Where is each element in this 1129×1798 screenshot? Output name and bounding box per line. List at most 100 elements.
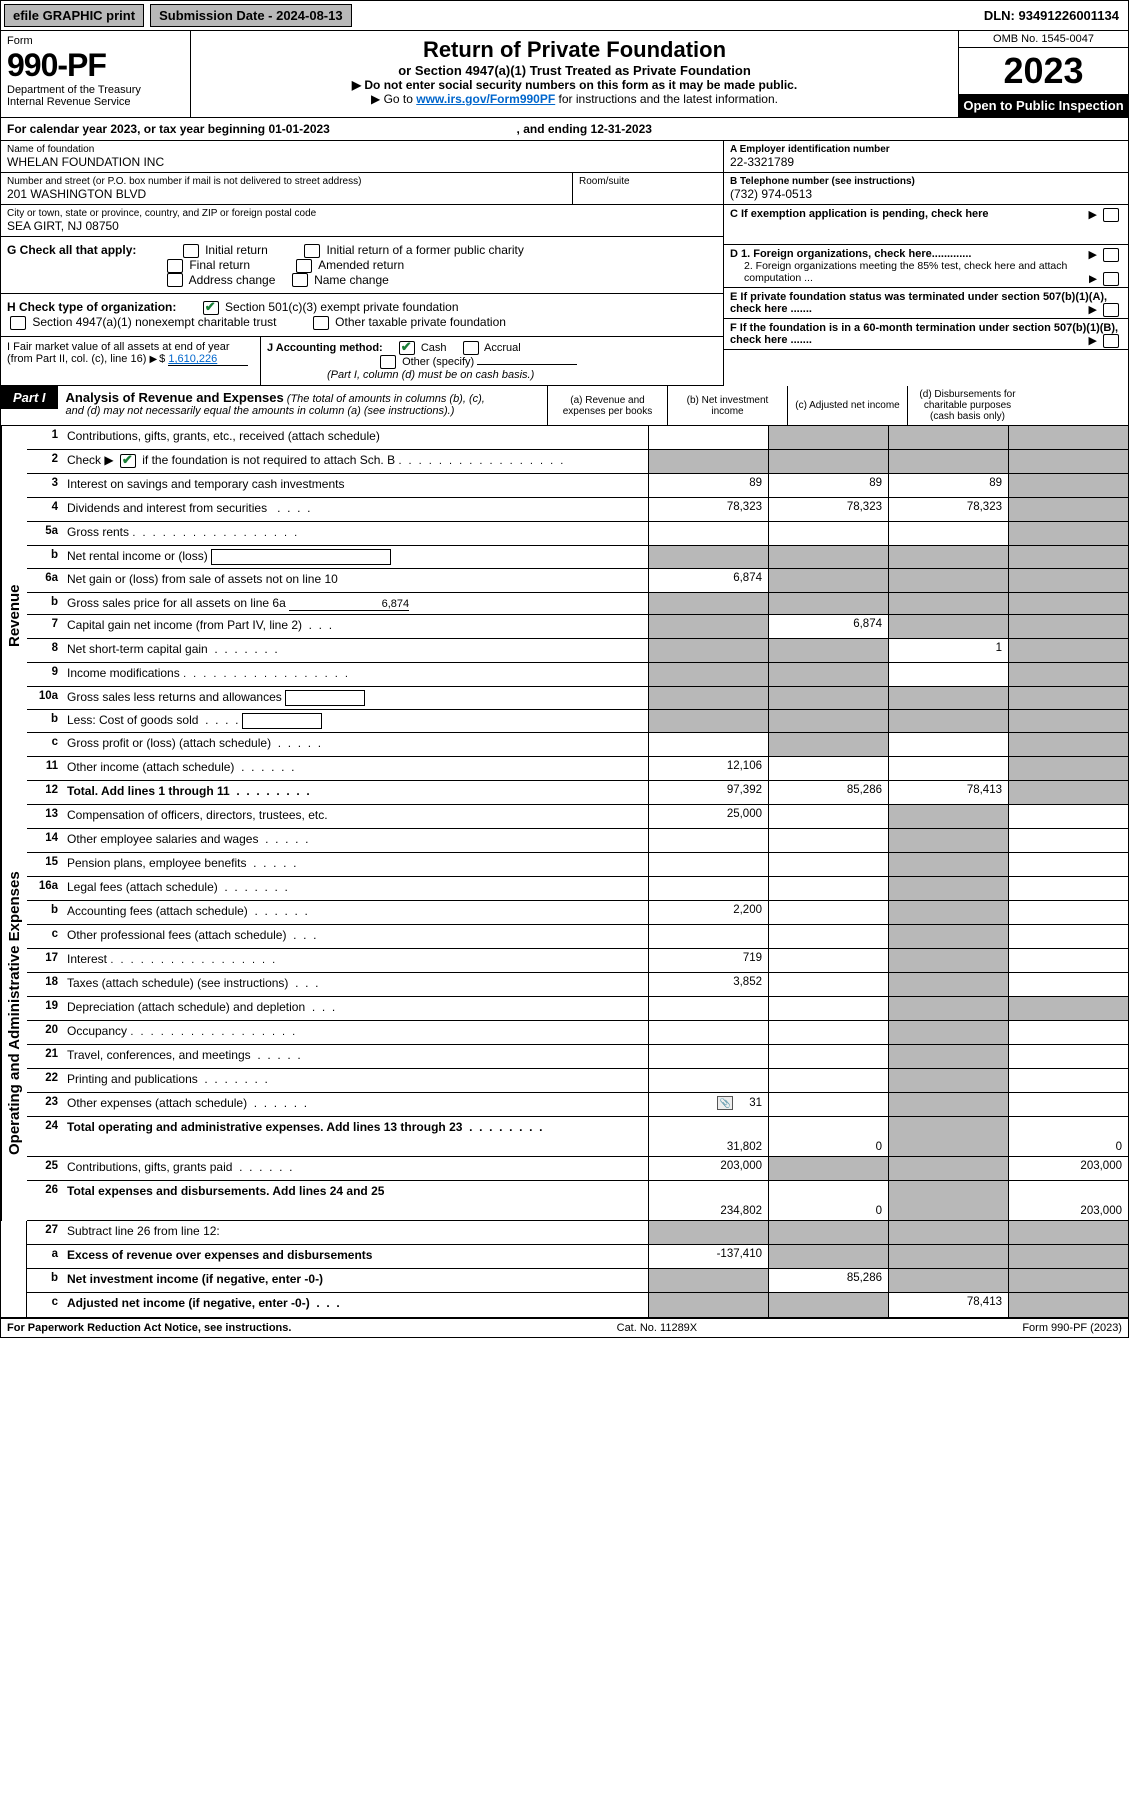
- chk-sch-b[interactable]: [120, 454, 136, 468]
- city-value: SEA GIRT, NJ 08750: [7, 219, 717, 233]
- form-note-2: ▶ Go to www.irs.gov/Form990PF for instru…: [199, 92, 950, 106]
- row-27c: cAdjusted net income (if negative, enter…: [27, 1293, 1128, 1317]
- chk-85pct-test[interactable]: [1103, 272, 1119, 286]
- row-2: 2Check ▶ if the foundation is not requir…: [27, 450, 1128, 474]
- note2-pre: ▶ Go to: [371, 92, 416, 106]
- row-3: 3Interest on savings and temporary cash …: [27, 474, 1128, 498]
- chk-cash[interactable]: [399, 341, 415, 355]
- form-number: 990-PF: [7, 47, 184, 84]
- revenue-side-label: Revenue: [1, 426, 27, 805]
- section-h: H Check type of organization: Section 50…: [1, 294, 723, 337]
- phone-value: (732) 974-0513: [730, 187, 1122, 201]
- entity-info: Name of foundation WHELAN FOUNDATION INC…: [0, 141, 1129, 386]
- row-10b: bLess: Cost of goods sold . . . .: [27, 710, 1128, 733]
- chk-address-change[interactable]: [167, 273, 183, 287]
- cal-begin: 01-01-2023: [268, 122, 329, 136]
- e-label: E If private foundation status was termi…: [730, 291, 1107, 315]
- chk-other-taxable[interactable]: [313, 316, 329, 330]
- chk-initial-former[interactable]: [304, 244, 320, 258]
- revenue-section: Revenue 1Contributions, gifts, grants, e…: [0, 426, 1129, 805]
- row-20: 20Occupancy: [27, 1021, 1128, 1045]
- expenses-section: Operating and Administrative Expenses 13…: [0, 805, 1129, 1221]
- address-value: 201 WASHINGTON BLVD: [7, 187, 566, 201]
- row-5a: 5aGross rents: [27, 522, 1128, 546]
- instructions-link[interactable]: www.irs.gov/Form990PF: [416, 92, 555, 106]
- row-16c: cOther professional fees (attach schedul…: [27, 925, 1128, 949]
- row-17: 17Interest 719: [27, 949, 1128, 973]
- form-note-1: ▶ Do not enter social security numbers o…: [199, 78, 950, 92]
- city-label: City or town, state or province, country…: [7, 208, 717, 219]
- row-4: 4Dividends and interest from securities …: [27, 498, 1128, 522]
- j-cash: Cash: [421, 342, 447, 354]
- j-note: (Part I, column (d) must be on cash basi…: [327, 369, 717, 381]
- chk-other-method[interactable]: [380, 355, 396, 369]
- note2-post: for instructions and the latest informat…: [555, 92, 778, 106]
- g-amended: Amended return: [318, 258, 404, 272]
- row-13: 13Compensation of officers, directors, t…: [27, 805, 1128, 829]
- part1-header: Part I Analysis of Revenue and Expenses …: [0, 386, 1129, 426]
- cal-mid: , and ending: [517, 122, 591, 136]
- foundation-name: WHELAN FOUNDATION INC: [7, 155, 717, 169]
- row-27: 27Subtract line 26 from line 12:: [27, 1221, 1128, 1245]
- row-25: 25Contributions, gifts, grants paid . . …: [27, 1157, 1128, 1181]
- expenses-side-label: Operating and Administrative Expenses: [1, 805, 27, 1221]
- row-27b: bNet investment income (if negative, ent…: [27, 1269, 1128, 1293]
- efile-button[interactable]: efile GRAPHIC print: [4, 4, 144, 27]
- chk-name-change[interactable]: [292, 273, 308, 287]
- g-name-change: Name change: [314, 273, 389, 287]
- h-label: H Check type of organization:: [7, 300, 176, 314]
- chk-accrual[interactable]: [463, 341, 479, 355]
- chk-status-terminated[interactable]: [1103, 303, 1119, 317]
- line27-section: 27Subtract line 26 from line 12: aExcess…: [0, 1221, 1129, 1319]
- h-4947: Section 4947(a)(1) nonexempt charitable …: [32, 315, 276, 329]
- row-14: 14Other employee salaries and wages . . …: [27, 829, 1128, 853]
- cal-end: 12-31-2023: [591, 122, 652, 136]
- dept-label: Department of the Treasury: [7, 84, 184, 96]
- col-b-header: (b) Net investment income: [667, 386, 787, 425]
- footer-right: Form 990-PF (2023): [1022, 1322, 1122, 1334]
- ein-label: A Employer identification number: [730, 144, 1122, 155]
- submission-date-button[interactable]: Submission Date - 2024-08-13: [150, 4, 352, 27]
- g-label: G Check all that apply:: [7, 243, 136, 257]
- chk-4947[interactable]: [10, 316, 26, 330]
- open-inspection-label: Open to Public Inspection: [959, 94, 1128, 117]
- footer-mid: Cat. No. 11289X: [617, 1322, 698, 1334]
- row-23: 23Other expenses (attach schedule) . . .…: [27, 1093, 1128, 1117]
- row-9: 9Income modifications: [27, 663, 1128, 687]
- top-bar: efile GRAPHIC print Submission Date - 20…: [0, 0, 1129, 31]
- j-label: J Accounting method:: [267, 342, 383, 354]
- row-22: 22Printing and publications . . . . . . …: [27, 1069, 1128, 1093]
- chk-amended-return[interactable]: [296, 259, 312, 273]
- chk-exemption-pending[interactable]: [1103, 208, 1119, 222]
- row-7: 7Capital gain net income (from Part IV, …: [27, 615, 1128, 639]
- row-10c: cGross profit or (loss) (attach schedule…: [27, 733, 1128, 757]
- ein-value: 22-3321789: [730, 155, 1122, 169]
- page-footer: For Paperwork Reduction Act Notice, see …: [0, 1319, 1129, 1338]
- chk-501c3[interactable]: [203, 301, 219, 315]
- attachment-icon[interactable]: 📎: [717, 1096, 733, 1110]
- form-title: Return of Private Foundation: [199, 37, 950, 63]
- form-subtitle: or Section 4947(a)(1) Trust Treated as P…: [199, 63, 950, 78]
- row-24: 24Total operating and administrative exp…: [27, 1117, 1128, 1157]
- dln-label: DLN: 93491226001134: [984, 8, 1125, 23]
- d2-label: 2. Foreign organizations meeting the 85%…: [744, 260, 1067, 284]
- footer-left: For Paperwork Reduction Act Notice, see …: [7, 1322, 291, 1334]
- g-initial: Initial return: [205, 243, 268, 257]
- row-16b: bAccounting fees (attach schedule) . . .…: [27, 901, 1128, 925]
- form-header: Form 990-PF Department of the Treasury I…: [0, 31, 1129, 118]
- row-19: 19Depreciation (attach schedule) and dep…: [27, 997, 1128, 1021]
- col-c-header: (c) Adjusted net income: [787, 386, 907, 425]
- row-15: 15Pension plans, employee benefits . . .…: [27, 853, 1128, 877]
- g-initial-former: Initial return of a former public charit…: [326, 243, 523, 257]
- cal-prefix: For calendar year 2023, or tax year begi…: [7, 122, 268, 136]
- foundation-name-label: Name of foundation: [7, 144, 717, 155]
- row-1: 1Contributions, gifts, grants, etc., rec…: [27, 426, 1128, 450]
- chk-initial-return[interactable]: [183, 244, 199, 258]
- g-final: Final return: [189, 258, 250, 272]
- chk-final-return[interactable]: [167, 259, 183, 273]
- chk-60month[interactable]: [1103, 334, 1119, 348]
- fmv-value[interactable]: 1,610,226: [168, 353, 248, 366]
- row-26: 26Total expenses and disbursements. Add …: [27, 1181, 1128, 1221]
- row-6a: 6aNet gain or (loss) from sale of assets…: [27, 569, 1128, 593]
- chk-foreign-org[interactable]: [1103, 248, 1119, 262]
